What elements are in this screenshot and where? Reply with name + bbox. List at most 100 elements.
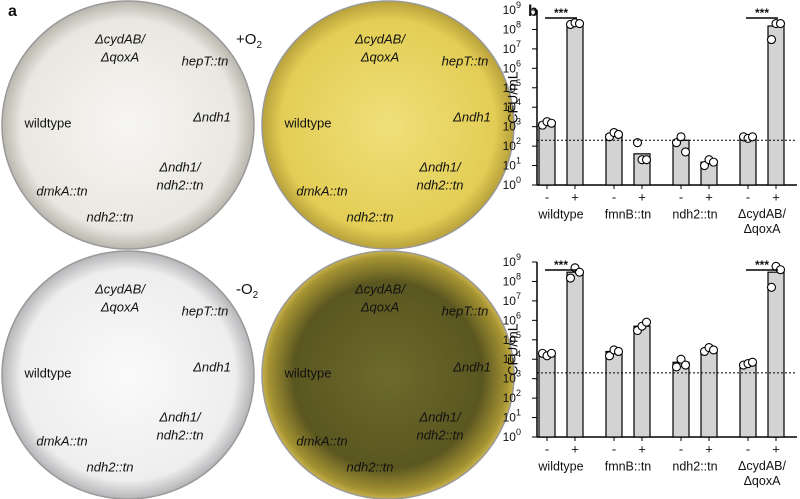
y-axis-label: CFU/mL: [505, 323, 521, 375]
strain-label: dmkA::tn: [296, 433, 347, 448]
y-tick-label: 105: [503, 330, 521, 347]
tick-exponent: 2: [516, 388, 521, 398]
tick-exponent: 8: [516, 20, 521, 30]
panel-letter: a: [8, 3, 17, 20]
y-tick-label: 104: [503, 98, 521, 115]
y-tick-label: 100: [503, 427, 521, 444]
y-tick-label: 109: [503, 252, 521, 269]
strain-label: ΔcydAB/: [94, 31, 146, 46]
x-tick-label: -: [545, 441, 549, 456]
tick-exponent: 0: [516, 175, 521, 185]
x-tick-label: +: [705, 189, 713, 204]
data-point: [676, 132, 686, 142]
significance-label: ***: [554, 258, 568, 272]
strain-label: Δndh1/: [418, 159, 462, 174]
bar: [566, 22, 584, 186]
y-tick-label: 107: [503, 291, 521, 308]
tick-base: 10: [503, 352, 517, 366]
strain-label: ndh2::tn: [87, 209, 134, 224]
y-tick-label: 106: [503, 59, 521, 76]
condition-label: -O2: [236, 281, 259, 301]
tick-base: 10: [503, 314, 517, 328]
tick-base: 10: [503, 333, 517, 347]
y-axis-label: CFU/mL: [505, 71, 521, 123]
tick-exponent: 3: [516, 369, 521, 379]
plate: [1, 250, 255, 499]
data-point: [604, 351, 615, 361]
tick-base: 10: [503, 62, 517, 76]
data-point: [699, 161, 710, 171]
data-point: [766, 282, 777, 292]
tick-base: 10: [503, 430, 517, 444]
strain-label: wildtype: [284, 365, 332, 380]
tick-exponent: 1: [516, 156, 521, 166]
y-tick-label: 102: [503, 136, 521, 153]
tick-base: 10: [503, 120, 517, 134]
panel-letter: b: [528, 3, 538, 20]
y-tick-label: 103: [503, 369, 521, 386]
x-tick-label: -: [746, 189, 750, 204]
x-tick-label: -: [612, 189, 616, 204]
x-tick-label: -: [545, 189, 549, 204]
data-point: [613, 129, 624, 139]
data-point: [775, 19, 786, 29]
condition-text: -O: [236, 281, 253, 298]
strain-label: ΔcydAB/: [354, 31, 406, 46]
strain-label: hepT::tn: [442, 303, 489, 318]
strain-label: ΔcydAB/: [354, 281, 406, 296]
category-label: fmnB::tn: [605, 207, 652, 221]
tick-base: 10: [503, 372, 517, 386]
y-tick-label: 108: [503, 272, 521, 289]
bar: [538, 122, 556, 186]
category-line: ΔqoxA: [744, 474, 782, 488]
data-point: [676, 354, 686, 364]
x-tick-label: +: [772, 441, 780, 456]
tick-base: 10: [503, 23, 517, 37]
tick-exponent: 2: [516, 136, 521, 146]
data-point: [747, 132, 758, 142]
category-label: wildtype: [537, 459, 583, 473]
strain-label: ndh2::tn: [347, 459, 394, 474]
y-tick-label: 106: [503, 311, 521, 328]
strain-label: ndh2::tn: [417, 427, 464, 442]
category-label: ndh2::tn: [672, 459, 717, 473]
x-tick-label: +: [571, 441, 579, 456]
condition-sub: 2: [256, 40, 262, 51]
condition-text: +O: [236, 31, 256, 48]
strain-label: ndh2::tn: [157, 177, 204, 192]
tick-exponent: 9: [516, 0, 521, 10]
category-label: ΔcydAB/ΔqoxA: [738, 207, 786, 236]
data-point: [546, 348, 557, 358]
tick-exponent: 5: [516, 78, 521, 88]
significance-label: ***: [755, 258, 769, 272]
x-tick-label: -: [679, 189, 683, 204]
category-line: ΔcydAB/: [738, 459, 786, 473]
strain-label: Δndh1: [192, 359, 231, 374]
bar: [566, 271, 584, 438]
bar: [767, 271, 785, 438]
category-label: wildtype: [537, 207, 583, 221]
strain-label: Δndh1: [452, 109, 491, 124]
strain-label: hepT::tn: [182, 53, 229, 68]
tick-exponent: 8: [516, 272, 521, 282]
data-point: [546, 118, 557, 128]
tick-base: 10: [503, 159, 517, 173]
significance-label: ***: [554, 6, 568, 20]
strain-label: hepT::tn: [442, 53, 489, 68]
x-tick-label: -: [679, 441, 683, 456]
strain-label: ΔqoxA: [100, 299, 139, 314]
y-tick-label: 101: [503, 156, 521, 173]
tick-base: 10: [503, 255, 517, 269]
strain-label: dmkA::tn: [36, 433, 87, 448]
strain-label: dmkA::tn: [36, 183, 87, 198]
strain-label: wildtype: [24, 115, 72, 130]
strain-label: ndh2::tn: [87, 459, 134, 474]
x-tick-label: +: [705, 441, 713, 456]
y-tick-label: 101: [503, 408, 521, 425]
tick-base: 10: [503, 42, 517, 56]
strain-label: ΔqoxA: [360, 49, 399, 64]
tick-base: 10: [503, 391, 517, 405]
x-tick-label: +: [772, 189, 780, 204]
strain-label: ΔcydAB/: [94, 281, 146, 296]
